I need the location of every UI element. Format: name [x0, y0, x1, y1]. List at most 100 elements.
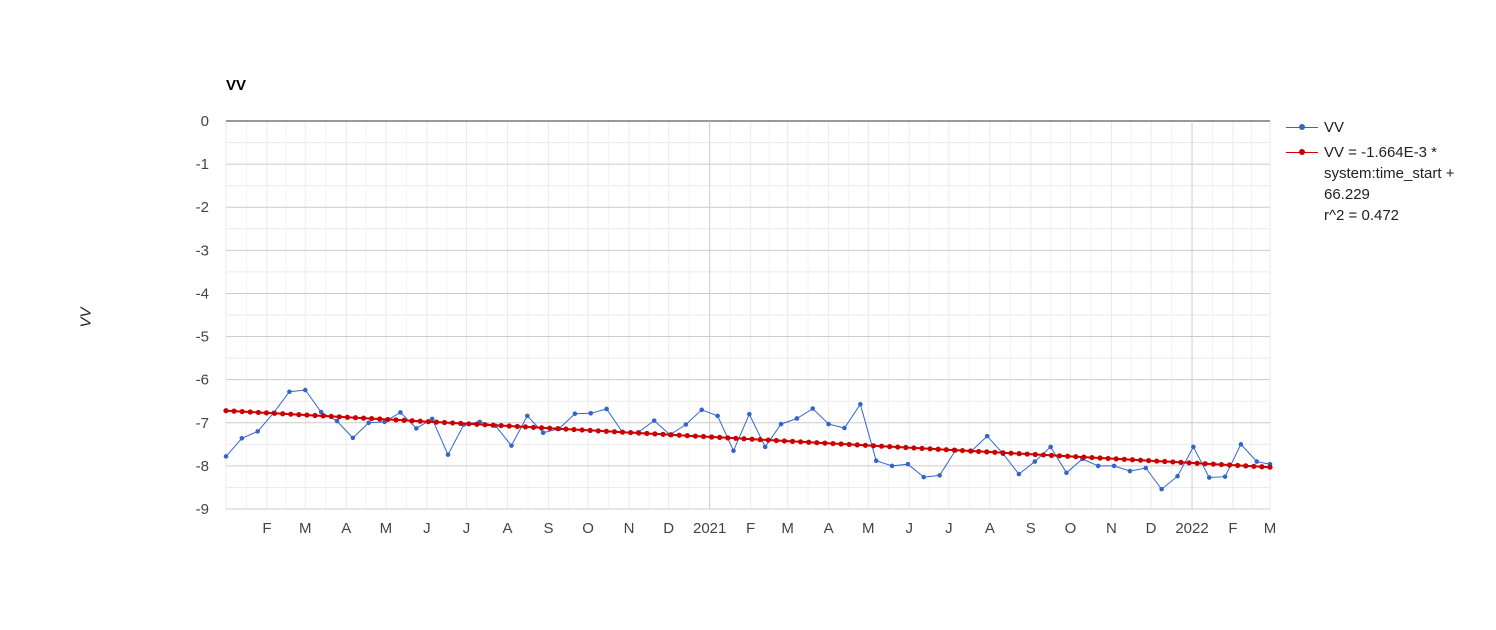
- series-trendline-point[interactable]: [636, 430, 642, 436]
- series-trendline-point[interactable]: [976, 448, 982, 455]
- series-trendline-point[interactable]: [1259, 464, 1265, 470]
- series-trendline-point[interactable]: [1032, 451, 1038, 458]
- series-trendline-point[interactable]: [1218, 461, 1225, 468]
- series-trendline-point[interactable]: [611, 429, 618, 435]
- series-trendline-point[interactable]: [765, 437, 771, 443]
- series-vv-point[interactable]: [762, 444, 768, 450]
- series-trendline-point[interactable]: [231, 408, 237, 414]
- series-trendline-point[interactable]: [1000, 450, 1006, 456]
- series-trendline-point[interactable]: [555, 426, 561, 432]
- series-trendline-point[interactable]: [547, 425, 553, 431]
- series-trendline-point[interactable]: [1121, 456, 1127, 462]
- series-trendline-point[interactable]: [320, 413, 326, 419]
- series-trendline-point[interactable]: [725, 435, 731, 441]
- series-trendline-point[interactable]: [951, 447, 957, 453]
- series-vv-point[interactable]: [984, 433, 990, 439]
- series-trendline-point[interactable]: [1243, 463, 1249, 469]
- series-trendline-point[interactable]: [846, 441, 852, 448]
- series-trendline-point[interactable]: [433, 419, 440, 425]
- series-trendline-point[interactable]: [628, 429, 634, 436]
- series-trendline-point[interactable]: [450, 420, 456, 426]
- series-vv-point[interactable]: [715, 413, 720, 419]
- series-trendline-point[interactable]: [830, 440, 836, 447]
- series-vv-point[interactable]: [1064, 470, 1069, 476]
- series-vv-point[interactable]: [1206, 475, 1212, 480]
- series-vv-point[interactable]: [747, 411, 752, 417]
- series-vv-point[interactable]: [1175, 473, 1180, 479]
- series-trendline-point[interactable]: [919, 445, 925, 451]
- series-vv-point[interactable]: [1159, 486, 1164, 492]
- series-trendline-point[interactable]: [482, 422, 488, 428]
- series-trendline-point[interactable]: [1065, 453, 1071, 459]
- series-vv-point[interactable]: [826, 421, 831, 427]
- series-trendline-point[interactable]: [822, 440, 828, 446]
- series-trendline-point[interactable]: [708, 434, 715, 440]
- series-trendline-point[interactable]: [1210, 461, 1216, 467]
- series-trendline-point[interactable]: [1170, 459, 1176, 465]
- series-trendline-point[interactable]: [417, 418, 423, 424]
- series-trendline-point[interactable]: [1226, 462, 1233, 468]
- series-vv-point[interactable]: [1048, 444, 1053, 450]
- series-trendline-point[interactable]: [878, 443, 885, 449]
- series-vv-point[interactable]: [318, 409, 324, 415]
- series-trendline-point[interactable]: [401, 417, 407, 423]
- series-vv-point[interactable]: [1191, 444, 1196, 450]
- series-vv-point[interactable]: [255, 429, 261, 434]
- series-trendline-point[interactable]: [927, 446, 933, 452]
- series-vv-point[interactable]: [302, 387, 308, 393]
- series-trendline-point[interactable]: [352, 415, 359, 421]
- series-vv-point[interactable]: [1127, 468, 1133, 474]
- series-trendline-point[interactable]: [1194, 460, 1200, 466]
- series-trendline-point[interactable]: [522, 424, 529, 430]
- series-trendline-point[interactable]: [733, 435, 739, 441]
- series-trendline-point[interactable]: [393, 417, 399, 423]
- series-trendline-point[interactable]: [887, 444, 893, 450]
- series-trendline-point[interactable]: [288, 411, 294, 417]
- series-vv-point[interactable]: [223, 454, 229, 459]
- series-vv-point[interactable]: [1095, 463, 1101, 469]
- series-trendline-point[interactable]: [506, 423, 512, 429]
- series-trendline-point[interactable]: [644, 430, 650, 437]
- series-vv-point[interactable]: [794, 416, 800, 421]
- series-trendline-point[interactable]: [458, 420, 464, 427]
- series-vv-point[interactable]: [921, 474, 927, 480]
- series-trendline-point[interactable]: [595, 428, 601, 434]
- series-vv-point[interactable]: [810, 406, 816, 411]
- series-vv-point[interactable]: [525, 413, 530, 419]
- series-vv-point[interactable]: [1032, 459, 1038, 464]
- series-trendline-point[interactable]: [563, 426, 569, 432]
- series-trendline-point[interactable]: [441, 419, 448, 426]
- series-trendline-point[interactable]: [967, 448, 974, 454]
- series-vv-point[interactable]: [287, 389, 292, 395]
- series-trendline-point[interactable]: [862, 442, 868, 448]
- series-vv-point[interactable]: [1111, 463, 1117, 469]
- series-trendline-point[interactable]: [676, 432, 682, 438]
- series-trendline-point[interactable]: [1073, 454, 1079, 460]
- series-trendline-point[interactable]: [1146, 458, 1152, 464]
- series-trendline-point[interactable]: [409, 418, 415, 424]
- series-trendline-point[interactable]: [814, 440, 820, 446]
- series-trendline-point[interactable]: [1105, 455, 1111, 462]
- series-vv-point[interactable]: [1143, 465, 1149, 471]
- series-trendline-point[interactable]: [498, 422, 504, 429]
- series-trendline-point[interactable]: [798, 439, 804, 445]
- series-trendline-point[interactable]: [1016, 451, 1022, 457]
- series-vv-point[interactable]: [1254, 459, 1260, 464]
- series-trendline-point[interactable]: [1081, 454, 1087, 460]
- series-trendline-point[interactable]: [789, 438, 796, 444]
- series-trendline-point[interactable]: [992, 449, 998, 455]
- series-trendline-point[interactable]: [903, 444, 909, 451]
- series-trendline-point[interactable]: [579, 427, 585, 433]
- series-trendline-point[interactable]: [328, 413, 334, 419]
- series-trendline-point[interactable]: [280, 411, 286, 417]
- series-trendline-point[interactable]: [336, 414, 342, 420]
- series-trendline-point[interactable]: [1178, 459, 1184, 465]
- series-trendline-point[interactable]: [425, 419, 431, 425]
- series-trendline-point[interactable]: [684, 433, 690, 439]
- series-trendline-point[interactable]: [239, 408, 245, 415]
- series-trendline-point[interactable]: [571, 426, 577, 433]
- series-trendline-point[interactable]: [1089, 454, 1095, 461]
- series-trendline-point[interactable]: [312, 412, 318, 419]
- series-trendline-point[interactable]: [377, 416, 383, 422]
- series-vv-point[interactable]: [604, 406, 609, 412]
